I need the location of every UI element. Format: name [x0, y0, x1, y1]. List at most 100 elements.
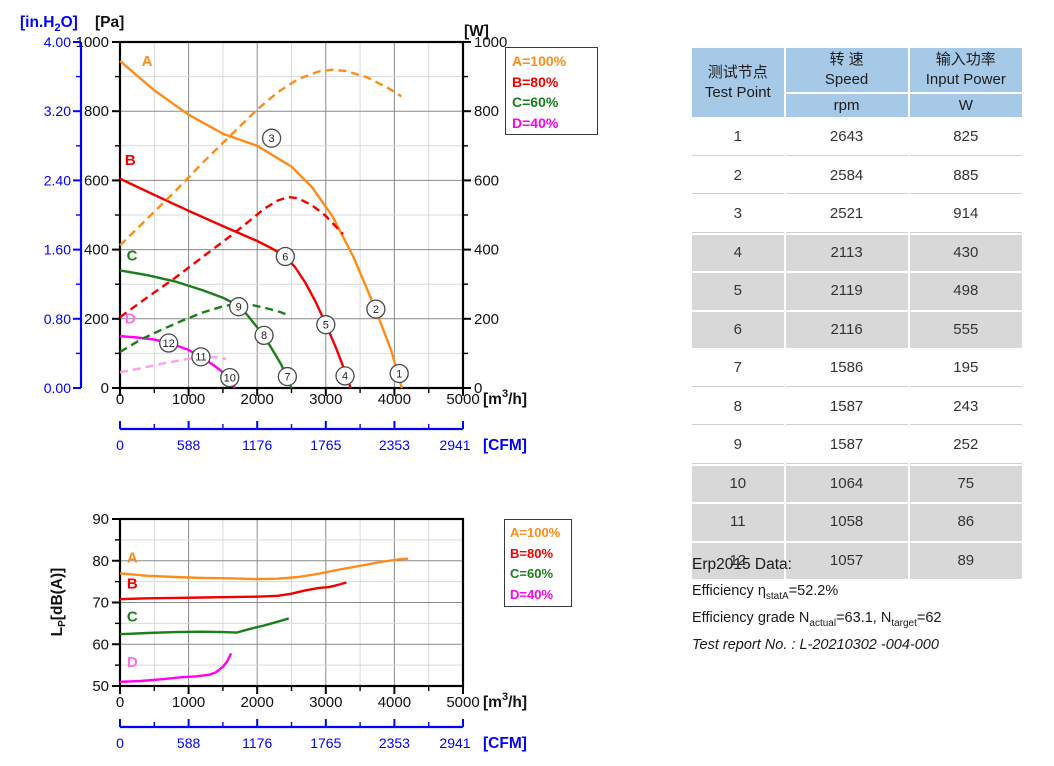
svg-text:5: 5	[323, 319, 329, 331]
svg-text:5000: 5000	[446, 694, 479, 711]
curve-label-A: A	[127, 549, 138, 566]
svg-text:80: 80	[92, 553, 109, 570]
test-point-marker-6	[275, 246, 295, 267]
svg-text:1.60: 1.60	[44, 242, 71, 258]
legend-item: A=100%	[510, 525, 561, 540]
svg-text:1176: 1176	[242, 437, 272, 453]
svg-text:588: 588	[177, 437, 201, 453]
table-row: 10 1064 75	[692, 465, 1022, 502]
svg-text:3: 3	[269, 133, 275, 145]
table-row: 12 1057 89	[692, 542, 1022, 579]
table-cell: 3	[692, 196, 784, 233]
header-speed-en: Speed	[824, 71, 869, 88]
legend-item: B=80%	[512, 73, 559, 90]
table-cell: 2119	[785, 273, 908, 310]
test-point-marker-11	[191, 347, 211, 367]
table-cell: 885	[909, 157, 1022, 194]
table-cell: 2113	[785, 234, 908, 271]
svg-text:200: 200	[474, 311, 499, 328]
table-cell: 75	[909, 465, 1022, 502]
m3h-unit-label-top: [m3/h]	[483, 388, 527, 408]
table-row: 2 2584 885	[692, 157, 1022, 194]
svg-text:0.00: 0.00	[44, 380, 71, 396]
table-row: 1 2643 825	[692, 119, 1022, 156]
svg-text:1000: 1000	[474, 34, 507, 51]
header-input-power-en: Input Power	[925, 71, 1006, 88]
curve-A-power	[119, 68, 402, 247]
svg-text:70: 70	[92, 595, 109, 612]
table-row: 8 1587 243	[692, 388, 1022, 425]
svg-text:400: 400	[84, 242, 109, 259]
curve-label-D: D	[127, 654, 138, 671]
svg-text:1765: 1765	[310, 735, 341, 751]
table-cell: 11	[692, 504, 784, 541]
table-cell: 10	[692, 465, 784, 502]
test-point-marker-8	[254, 325, 274, 346]
svg-text:1000: 1000	[76, 34, 109, 51]
test-point-marker-10	[220, 367, 240, 388]
table-cell: 1057	[785, 542, 908, 579]
legend-item: D=40%	[512, 114, 559, 131]
svg-text:800: 800	[474, 103, 499, 120]
svg-text:6: 6	[282, 251, 288, 263]
table-row: 9 1587 252	[692, 427, 1022, 464]
w-unit-label: [W]	[464, 23, 489, 40]
table-cell: 6	[692, 311, 784, 348]
svg-text:2353: 2353	[379, 735, 410, 751]
cfm-unit-label-bottom: [CFM]	[483, 735, 527, 752]
svg-text:2353: 2353	[379, 437, 410, 453]
svg-text:4: 4	[342, 371, 348, 383]
table-cell: 8	[692, 388, 784, 425]
svg-text:0: 0	[116, 437, 124, 453]
table-cell: 7	[692, 350, 784, 387]
curve-A-noise	[119, 557, 409, 581]
table-cell: 1058	[785, 504, 908, 541]
svg-text:1176: 1176	[242, 735, 272, 751]
svg-text:1: 1	[396, 368, 402, 380]
svg-text:60: 60	[92, 636, 109, 653]
noise-y-axis-title: LP[dB(A)]	[49, 568, 68, 637]
table-row: 11 1058 86	[692, 504, 1022, 541]
curve-label-B: B	[125, 152, 136, 169]
table-cell: 12	[692, 542, 784, 579]
test-point-marker-5	[316, 315, 336, 335]
svg-text:3.20: 3.20	[44, 103, 71, 119]
curve-B-noise	[119, 581, 347, 601]
table-cell: 243	[909, 388, 1022, 425]
table-cell: 1	[692, 119, 784, 156]
header-speed-zh: 转 速	[829, 51, 864, 68]
header-speed: 转 速 Speed	[785, 48, 908, 92]
svg-text:2941: 2941	[439, 437, 470, 453]
bottom-noise-chart: 0 1000 2000 3000 4000 5000 50 60 70 80 90 0 588 1176 1…	[92, 511, 479, 751]
svg-text:4.00: 4.00	[44, 34, 71, 50]
table-cell: 1587	[785, 427, 908, 464]
svg-text:2000: 2000	[241, 391, 274, 408]
legend-item: C=60%	[512, 94, 559, 110]
table-cell: 252	[909, 427, 1022, 464]
table-cell: 86	[909, 504, 1022, 541]
table-cell: 555	[909, 311, 1022, 348]
table-cell: 1064	[785, 465, 908, 502]
table-row: 4 2113 430	[692, 234, 1022, 271]
table-cell: 195	[909, 350, 1022, 387]
table-cell: 89	[909, 542, 1022, 579]
table-cell: 2521	[785, 196, 908, 233]
table-row: 5 2119 498	[692, 273, 1022, 310]
curve-D-noise	[119, 652, 233, 683]
table-row: 3 2521 914	[692, 196, 1022, 233]
table-cell: 2584	[785, 157, 908, 194]
header-input-power-zh: 输入功率	[935, 51, 996, 68]
svg-text:3000: 3000	[309, 694, 342, 711]
test-point-marker-3	[261, 128, 282, 148]
svg-text:4000: 4000	[378, 694, 411, 711]
header-test-point-en: Test Point	[704, 83, 771, 101]
svg-text:600: 600	[474, 172, 499, 189]
header-test-point-zh: 测试节点	[707, 63, 768, 81]
svg-text:50: 50	[92, 678, 109, 695]
svg-text:0: 0	[116, 391, 124, 408]
svg-text:600: 600	[84, 172, 109, 189]
test-point-marker-12	[159, 333, 179, 353]
erp-grade-line: Efficiency grade Nactual=63.1, Ntarget=6…	[692, 609, 942, 629]
svg-text:2941: 2941	[439, 735, 470, 751]
